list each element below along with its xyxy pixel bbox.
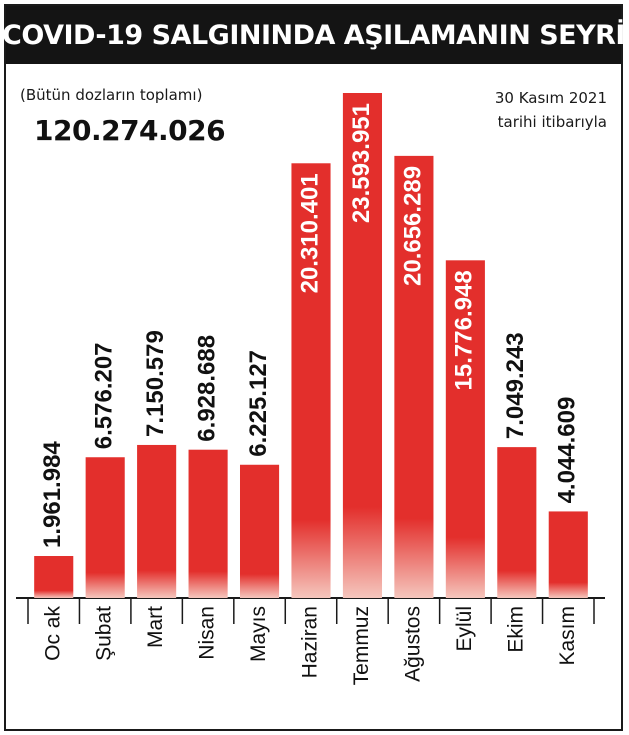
title-bar: COVID-19 SALGININDA AŞILAMANIN SEYRİ bbox=[2, 6, 625, 64]
x-tick-label-6: Haziran bbox=[299, 606, 322, 678]
date-note: 30 Kasım 2021 tarihi itibarıyla bbox=[495, 86, 607, 134]
bar-4 bbox=[188, 449, 228, 598]
x-tick-label-5: Mayıs bbox=[247, 606, 270, 662]
bar-5 bbox=[239, 464, 280, 598]
bar-7 bbox=[342, 93, 383, 598]
x-tick-label-3: Mart bbox=[144, 606, 167, 648]
data-label-6: 20.310.401 bbox=[296, 173, 323, 293]
data-label-4: 6.928.688 bbox=[193, 335, 220, 442]
data-label-8: 20.656.289 bbox=[399, 166, 426, 286]
data-label-10: 7.049.243 bbox=[502, 332, 529, 439]
chart-title: COVID-19 SALGININDA AŞILAMANIN SEYRİ bbox=[2, 19, 625, 51]
total-doses: 120.274.026 bbox=[34, 114, 226, 147]
data-label-7: 23.593.951 bbox=[348, 103, 375, 223]
x-tick-label-10: Ekim bbox=[504, 606, 527, 653]
date-line-1: 30 Kasım 2021 bbox=[494, 89, 607, 107]
chart-subtitle: (Bütün dozların toplamı) bbox=[20, 86, 203, 104]
chart-frame: COVID-19 SALGININDA AŞILAMANIN SEYRİ (Bü… bbox=[2, 4, 625, 731]
date-line-2: tarihi itibarıyla bbox=[497, 113, 607, 131]
bar-9 bbox=[445, 260, 485, 598]
bar-8 bbox=[394, 155, 434, 598]
data-label-2: 6.576.207 bbox=[91, 342, 118, 449]
bar-3 bbox=[137, 444, 177, 598]
data-label-3: 7.150.579 bbox=[142, 330, 169, 437]
bar-1 bbox=[34, 556, 74, 598]
x-tick-label-9: Eylül bbox=[453, 606, 476, 652]
x-tick-label-7: Temmuz bbox=[350, 606, 373, 685]
data-label-9: 15.776.948 bbox=[451, 270, 478, 390]
x-tick-label-4: Nisan bbox=[196, 606, 219, 660]
data-label-5: 6.225.127 bbox=[245, 350, 272, 457]
data-label-11: 4.044.609 bbox=[554, 397, 581, 504]
x-tick-label-8: Ağustos bbox=[401, 606, 424, 682]
x-tick-label-2: Şubat bbox=[93, 606, 116, 661]
bar-2 bbox=[85, 457, 125, 598]
bar-11 bbox=[548, 511, 588, 598]
bar-10 bbox=[497, 447, 537, 598]
data-label-1: 1.961.984 bbox=[39, 441, 66, 548]
x-tick-label-1: Oc ak bbox=[41, 606, 64, 661]
bar-6 bbox=[291, 163, 331, 598]
x-tick-label-11: Kasım bbox=[556, 606, 579, 666]
